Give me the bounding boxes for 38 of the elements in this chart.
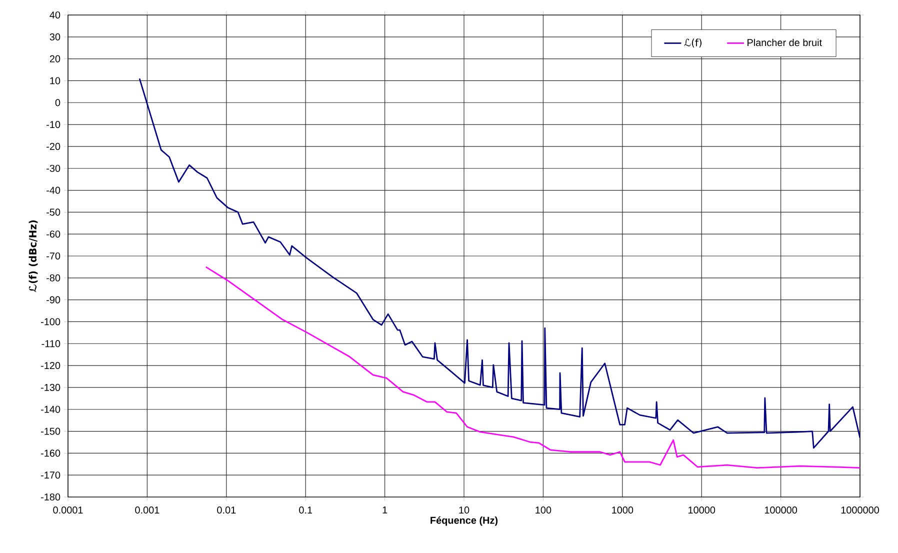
y-tick-label: 0 (55, 99, 60, 106)
y-tick-label: -80 (46, 274, 60, 282)
y-tick-label: -130 (41, 384, 60, 391)
y-tick-label: -30 (46, 164, 60, 172)
x-tick-label: 0.0001 (53, 506, 83, 514)
y-tick-label: -170 (41, 472, 60, 479)
x-tick-label: 0.001 (135, 506, 160, 514)
y-tick-label: -90 (46, 296, 60, 304)
y-tick-label: -10 (46, 121, 60, 128)
x-tick-label: 100 (536, 506, 552, 514)
x-tick-label: 1000 (612, 506, 634, 514)
y-tick-label: 10 (50, 77, 60, 84)
y-tick-label: -50 (46, 208, 60, 216)
y-tick-label: -180 (41, 493, 60, 501)
y-axis-title: ℒ(f) (dBc/Hz) (28, 220, 38, 292)
y-tick-label: -100 (41, 318, 60, 326)
y-tick-label: -140 (41, 406, 60, 413)
y-tick-label: -160 (41, 450, 60, 457)
legend-label: ℒ(f) (684, 38, 702, 48)
y-tick-label: -110 (42, 340, 60, 348)
x-tick-label: 1000000 (841, 506, 880, 514)
y-tick-label: -120 (41, 362, 60, 370)
legend-label: Plancher de bruit (748, 38, 822, 46)
x-tick-label: 100000 (764, 506, 798, 514)
x-tick-label: 1 (382, 506, 388, 514)
y-tick-label: -20 (46, 142, 60, 150)
y-tick-label: -150 (41, 428, 60, 435)
x-tick-label: 10 (459, 506, 470, 514)
y-tick-label: 40 (50, 11, 60, 19)
x-axis-title: Féquence (Hz) (430, 516, 498, 526)
y-tick-label: 20 (50, 55, 60, 62)
x-tick-label: 10000 (688, 506, 716, 514)
x-tick-label: 0.1 (299, 506, 312, 514)
y-tick-label: -60 (46, 230, 60, 238)
y-tick-label: 30 (50, 33, 60, 40)
x-tick-label: 0.01 (217, 506, 236, 514)
y-tick-label: -70 (46, 252, 60, 260)
y-tick-label: -40 (46, 186, 60, 194)
